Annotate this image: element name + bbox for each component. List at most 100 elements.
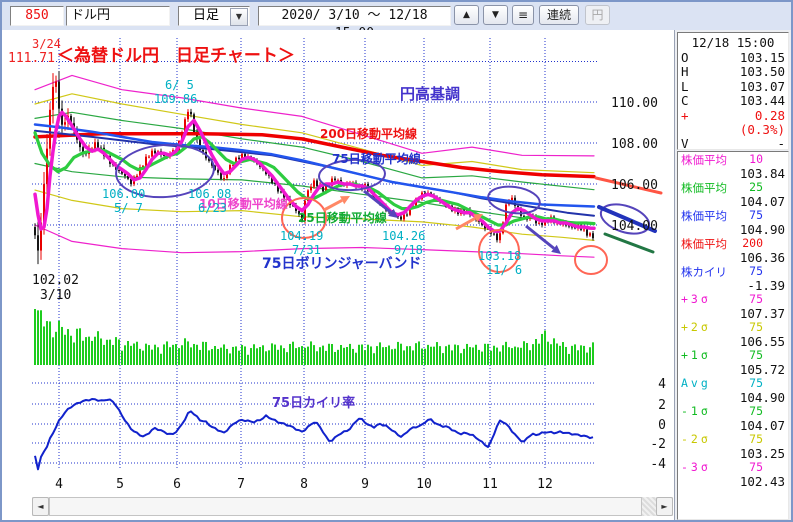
indicator-row: Avg 75	[681, 376, 763, 390]
chart-text: 5/ 7	[114, 201, 143, 215]
chart-area[interactable]: 3/24 111.71 ＜為替ドル円 日足チャート＞ 円高基調 200日移動平均線 75日…	[2, 30, 674, 520]
chart-text: 円高基調	[400, 85, 460, 103]
period-dropdown-value: 日足	[193, 8, 220, 23]
projection-line	[603, 232, 655, 254]
indicator-value: -1.39	[747, 278, 785, 293]
scroll-up-button[interactable]: ▲	[454, 5, 479, 25]
chart-text: 75日ボリンジャーバンド	[262, 256, 421, 272]
chart-text: 106.00	[611, 178, 658, 193]
scrollbar-track[interactable]	[642, 497, 656, 516]
ma75-line	[33, 123, 596, 208]
chart-text: 6/23	[198, 201, 227, 215]
indicator-value: 103.84	[739, 166, 785, 181]
indicator-values-box: 株価平均 10 103.84 株価平均 25 104.07 株価平均 75 104.90 株価平均…	[677, 151, 789, 520]
chart-text: 7/31	[292, 243, 321, 257]
quote-row: +0.28	[681, 107, 785, 123]
chart-text: 9/18	[394, 243, 423, 257]
bollinger-2sigma-line	[34, 189, 595, 241]
indicator-row: +2σ 75	[681, 320, 763, 334]
chart-text: 3/10	[40, 288, 71, 303]
chart-text: 109.86	[154, 92, 197, 106]
chart-text: 200日移動平均線	[320, 126, 417, 141]
indicator-row: 株カイリ 75	[681, 264, 763, 279]
quote-datetime: 12/18 15:00	[691, 35, 775, 50]
chart-text: 2	[658, 398, 666, 413]
chart-text: ＜為替ドル円 日足チャート＞	[57, 45, 295, 66]
kairi-oscillator-line	[34, 398, 594, 471]
indicator-value: 104.07	[739, 194, 785, 209]
scroll-left-button[interactable]: ◄	[32, 497, 49, 516]
chart-text: 4	[658, 377, 666, 392]
chart-text: 10日移動平均線	[199, 196, 288, 211]
quote-row: (0.3%)	[739, 121, 785, 137]
annotation-arrow	[363, 189, 392, 214]
chart-text: 9	[361, 477, 369, 492]
scroll-down-button[interactable]: ▼	[483, 5, 508, 25]
annotations	[115, 143, 663, 275]
chart-text: 102.02	[32, 273, 79, 288]
chart-text: 104.00	[611, 219, 658, 234]
chart-text: 25日移動平均線	[298, 210, 387, 225]
symbol-name-field[interactable]: ドル円	[66, 6, 170, 26]
moving-averages	[33, 110, 596, 233]
chart-text: 6	[173, 477, 181, 492]
annotation-arrow	[455, 217, 476, 231]
quote-row: V-	[681, 136, 785, 152]
chevron-down-icon[interactable]: ▼	[230, 8, 248, 26]
chart-text: -4	[650, 457, 666, 472]
indicator-value: 107.37	[739, 306, 785, 321]
chart-text: 11	[482, 477, 498, 492]
indicator-value: 104.90	[739, 390, 785, 405]
chart-text: -2	[650, 437, 666, 452]
indicator-row: +1σ 75	[681, 348, 763, 362]
projection-line	[597, 205, 657, 233]
highlight-ellipse	[115, 143, 215, 199]
highlight-ellipse	[487, 185, 541, 215]
indicator-value: 106.36	[739, 250, 785, 265]
chart-text: 75日カイリ率	[272, 395, 355, 411]
date-range-field: 2020/ 3/10 ～ 12/18 15:00	[258, 6, 451, 41]
chart-text: 106.00	[102, 187, 145, 201]
indicator-value: 104.07	[739, 418, 785, 433]
symbol-code-field[interactable]: 850	[10, 6, 64, 26]
chart-text: 111.71	[8, 51, 55, 66]
chart-text: 4	[55, 477, 63, 492]
quote-row: H 103.50	[681, 64, 785, 80]
chart-text: 6/ 5	[165, 78, 194, 92]
indicator-row: 株価平均 200	[681, 236, 763, 251]
horizontal-scrollbar[interactable]: ◄ ►	[32, 497, 673, 516]
chart-text: 104.26	[382, 229, 425, 243]
highlight-ellipse	[318, 158, 386, 192]
scrollbar-thumb[interactable]	[49, 497, 642, 516]
quote-row: L 103.07	[681, 78, 785, 94]
indicator-value: 104.90	[739, 222, 785, 237]
bollinger+2sigma-line	[34, 93, 595, 174]
bollinger+1sigma-line	[34, 111, 595, 191]
chart-text: 11/ 6	[486, 263, 522, 277]
annotation-arrow	[323, 198, 343, 212]
period-dropdown[interactable]: 日足 ▼	[178, 6, 250, 26]
chart-text: 12	[537, 477, 553, 492]
indicator-row: -3σ 75	[681, 460, 763, 474]
bollinger+3sigma-line	[34, 74, 595, 157]
yen-button[interactable]: 円	[585, 5, 610, 25]
indicator-value: 106.55	[739, 334, 785, 349]
chart-text: 3/24	[32, 37, 61, 51]
menu-icon[interactable]: ≡	[512, 5, 534, 25]
chart-text: 104.19	[280, 229, 323, 243]
annotation-arrow	[525, 224, 555, 250]
toolbar: 850 ドル円 日足 ▼ 2020/ 3/10 ～ 12/18 15:00 ▲ …	[2, 2, 791, 41]
volume-bars	[34, 309, 594, 365]
highlight-circle	[281, 197, 327, 239]
quote-row: C 103.44	[681, 93, 785, 109]
continuous-button[interactable]: 連続	[539, 5, 579, 25]
chart-text: 5	[116, 477, 124, 492]
chart-text: 10	[416, 477, 432, 492]
indicator-row: -1σ 75	[681, 404, 763, 418]
quote-row: O 103.15	[681, 50, 785, 65]
chart-text: 106.08	[188, 187, 231, 201]
scroll-right-button[interactable]: ►	[656, 497, 673, 516]
ohlc-box: 12/18 15:00 O 103.15 H 103.50 L 103.07 C 103.44 +…	[677, 32, 789, 152]
